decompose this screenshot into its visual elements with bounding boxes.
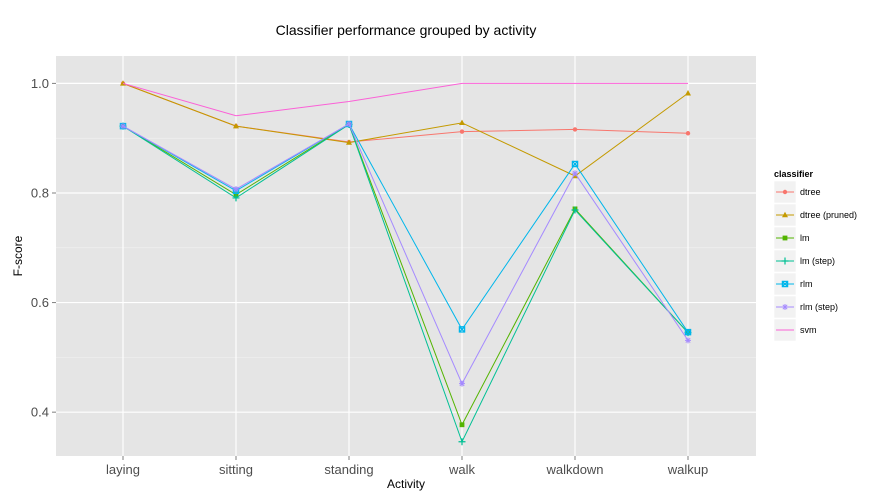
- data-point: [233, 186, 239, 193]
- data-point: [458, 326, 466, 333]
- series-rlm-step: [120, 120, 691, 387]
- legend-item: lm: [773, 226, 810, 250]
- series-line: [122, 123, 689, 444]
- data-point: [232, 194, 240, 202]
- legend-key-marker: [782, 235, 788, 241]
- data-point: [459, 380, 465, 387]
- y-tick-label: 1.0: [31, 76, 49, 91]
- series-line: [122, 82, 688, 117]
- legend-key-marker: [781, 280, 789, 288]
- data-point: [685, 90, 691, 96]
- x-tick-label: walkup: [667, 462, 708, 477]
- data-point: [571, 206, 579, 214]
- y-axis: 0.4 0.6 0.8 1.0: [31, 76, 56, 420]
- data-point: [120, 123, 126, 130]
- x-tick-label: walk: [448, 462, 476, 477]
- legend-key-marker: [782, 211, 788, 218]
- data-point: [572, 127, 578, 132]
- y-axis-title: F-score: [11, 235, 25, 276]
- data-point: [572, 170, 578, 177]
- x-tick-label: standing: [324, 462, 373, 477]
- series-dtree-pruned: [120, 80, 691, 179]
- legend-key-marker: [781, 257, 789, 265]
- legend-key-marker: [782, 304, 788, 310]
- x-tick-label: sitting: [219, 462, 253, 477]
- legend-label: dtree (pruned): [800, 210, 857, 220]
- data-point: [458, 438, 466, 446]
- series-svm: [122, 82, 688, 117]
- y-tick-label: 0.8: [31, 185, 49, 200]
- series-line: [122, 123, 689, 426]
- legend-title: classifier: [774, 169, 814, 179]
- legend-item: rlm (step): [773, 295, 838, 319]
- legend: classifier dtree dtree (pruned) lm lm (step…: [773, 169, 857, 342]
- legend-label: dtree: [800, 187, 821, 197]
- data-point: [685, 131, 691, 136]
- legend-label: lm (step): [800, 256, 835, 266]
- legend-item: svm: [773, 318, 817, 342]
- legend-item: lm (step): [773, 249, 835, 273]
- x-tick-label: walkdown: [545, 462, 603, 477]
- legend-item: rlm: [773, 272, 813, 296]
- data-point: [459, 119, 465, 126]
- data-point: [685, 337, 691, 344]
- series-line: [122, 123, 689, 333]
- data-point: [571, 160, 579, 168]
- data-point: [233, 122, 239, 129]
- y-tick-label: 0.4: [31, 405, 49, 420]
- legend-label: svm: [800, 325, 817, 335]
- legend-item: dtree: [773, 180, 821, 204]
- series-line: [122, 82, 689, 177]
- series-group: [119, 80, 692, 446]
- series-line: [122, 123, 689, 385]
- grid-minor: [56, 137, 756, 358]
- x-axis-title: Activity: [387, 477, 425, 491]
- legend-label: lm: [800, 233, 810, 243]
- legend-label: rlm (step): [800, 302, 838, 312]
- legend-label: rlm: [800, 279, 813, 289]
- y-tick-label: 0.6: [31, 295, 49, 310]
- data-point: [459, 422, 465, 428]
- data-point: [459, 129, 465, 134]
- legend-item: dtree (pruned): [773, 203, 857, 227]
- legend-key-marker: [782, 189, 788, 195]
- data-point: [346, 139, 352, 145]
- x-tick-label: laying: [106, 462, 140, 477]
- data-point: [684, 328, 692, 336]
- x-axis: laying sitting standing walk walkdown walkup: [106, 456, 708, 477]
- chart-title: Classifier performance grouped by activi…: [276, 22, 537, 38]
- data-point: [346, 120, 352, 127]
